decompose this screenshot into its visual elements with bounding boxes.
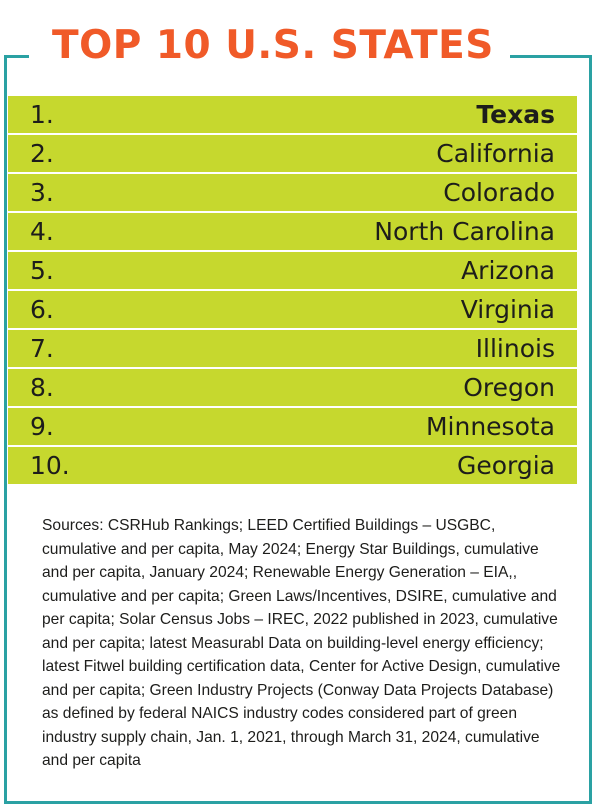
ranking-row: 6. Virginia: [8, 291, 577, 328]
state-name: Minnesota: [425, 411, 555, 441]
sources-note: Sources: CSRHub Rankings; LEED Certified…: [42, 517, 561, 769]
page-title: TOP 10 U.S. STATES: [52, 23, 494, 68]
rank-number: 6.: [30, 294, 54, 324]
rank-number: 8.: [30, 372, 54, 402]
ranking-row: 5. Arizona: [8, 252, 577, 289]
state-name: North Carolina: [374, 216, 555, 246]
ranking-row: 7. Illinois: [8, 330, 577, 367]
ranking-row: 4. North Carolina: [8, 213, 577, 250]
rank-number: 1.: [30, 99, 54, 129]
ranking-row: 9. Minnesota: [8, 408, 577, 445]
rank-number: 4.: [30, 216, 54, 246]
state-name: Arizona: [461, 255, 555, 285]
ranking-row: 2. California: [8, 135, 577, 172]
rank-number: 5.: [30, 255, 54, 285]
rank-number: 10.: [30, 450, 70, 480]
rank-number: 3.: [30, 177, 54, 207]
ranking-row: 10. Georgia: [8, 447, 577, 484]
rank-number: 9.: [30, 411, 54, 441]
state-name: Colorado: [443, 177, 555, 207]
rank-number: 7.: [30, 333, 54, 363]
frame-top-left-segment: [4, 55, 29, 58]
state-name: Oregon: [463, 372, 555, 402]
card-frame: [4, 57, 592, 804]
state-name: California: [436, 138, 555, 168]
ranking-row: 1. Texas: [8, 96, 577, 133]
state-name: Virginia: [460, 294, 555, 324]
frame-top-right-segment: [510, 55, 592, 58]
rank-number: 2.: [30, 138, 54, 168]
state-name: Georgia: [456, 450, 555, 480]
state-name: Illinois: [475, 333, 555, 363]
rankings-list: 1. Texas 2. California 3. Colorado 4. No…: [8, 94, 577, 486]
state-name: Texas: [476, 99, 555, 129]
ranking-row: 8. Oregon: [8, 369, 577, 406]
ranking-row: 3. Colorado: [8, 174, 577, 211]
